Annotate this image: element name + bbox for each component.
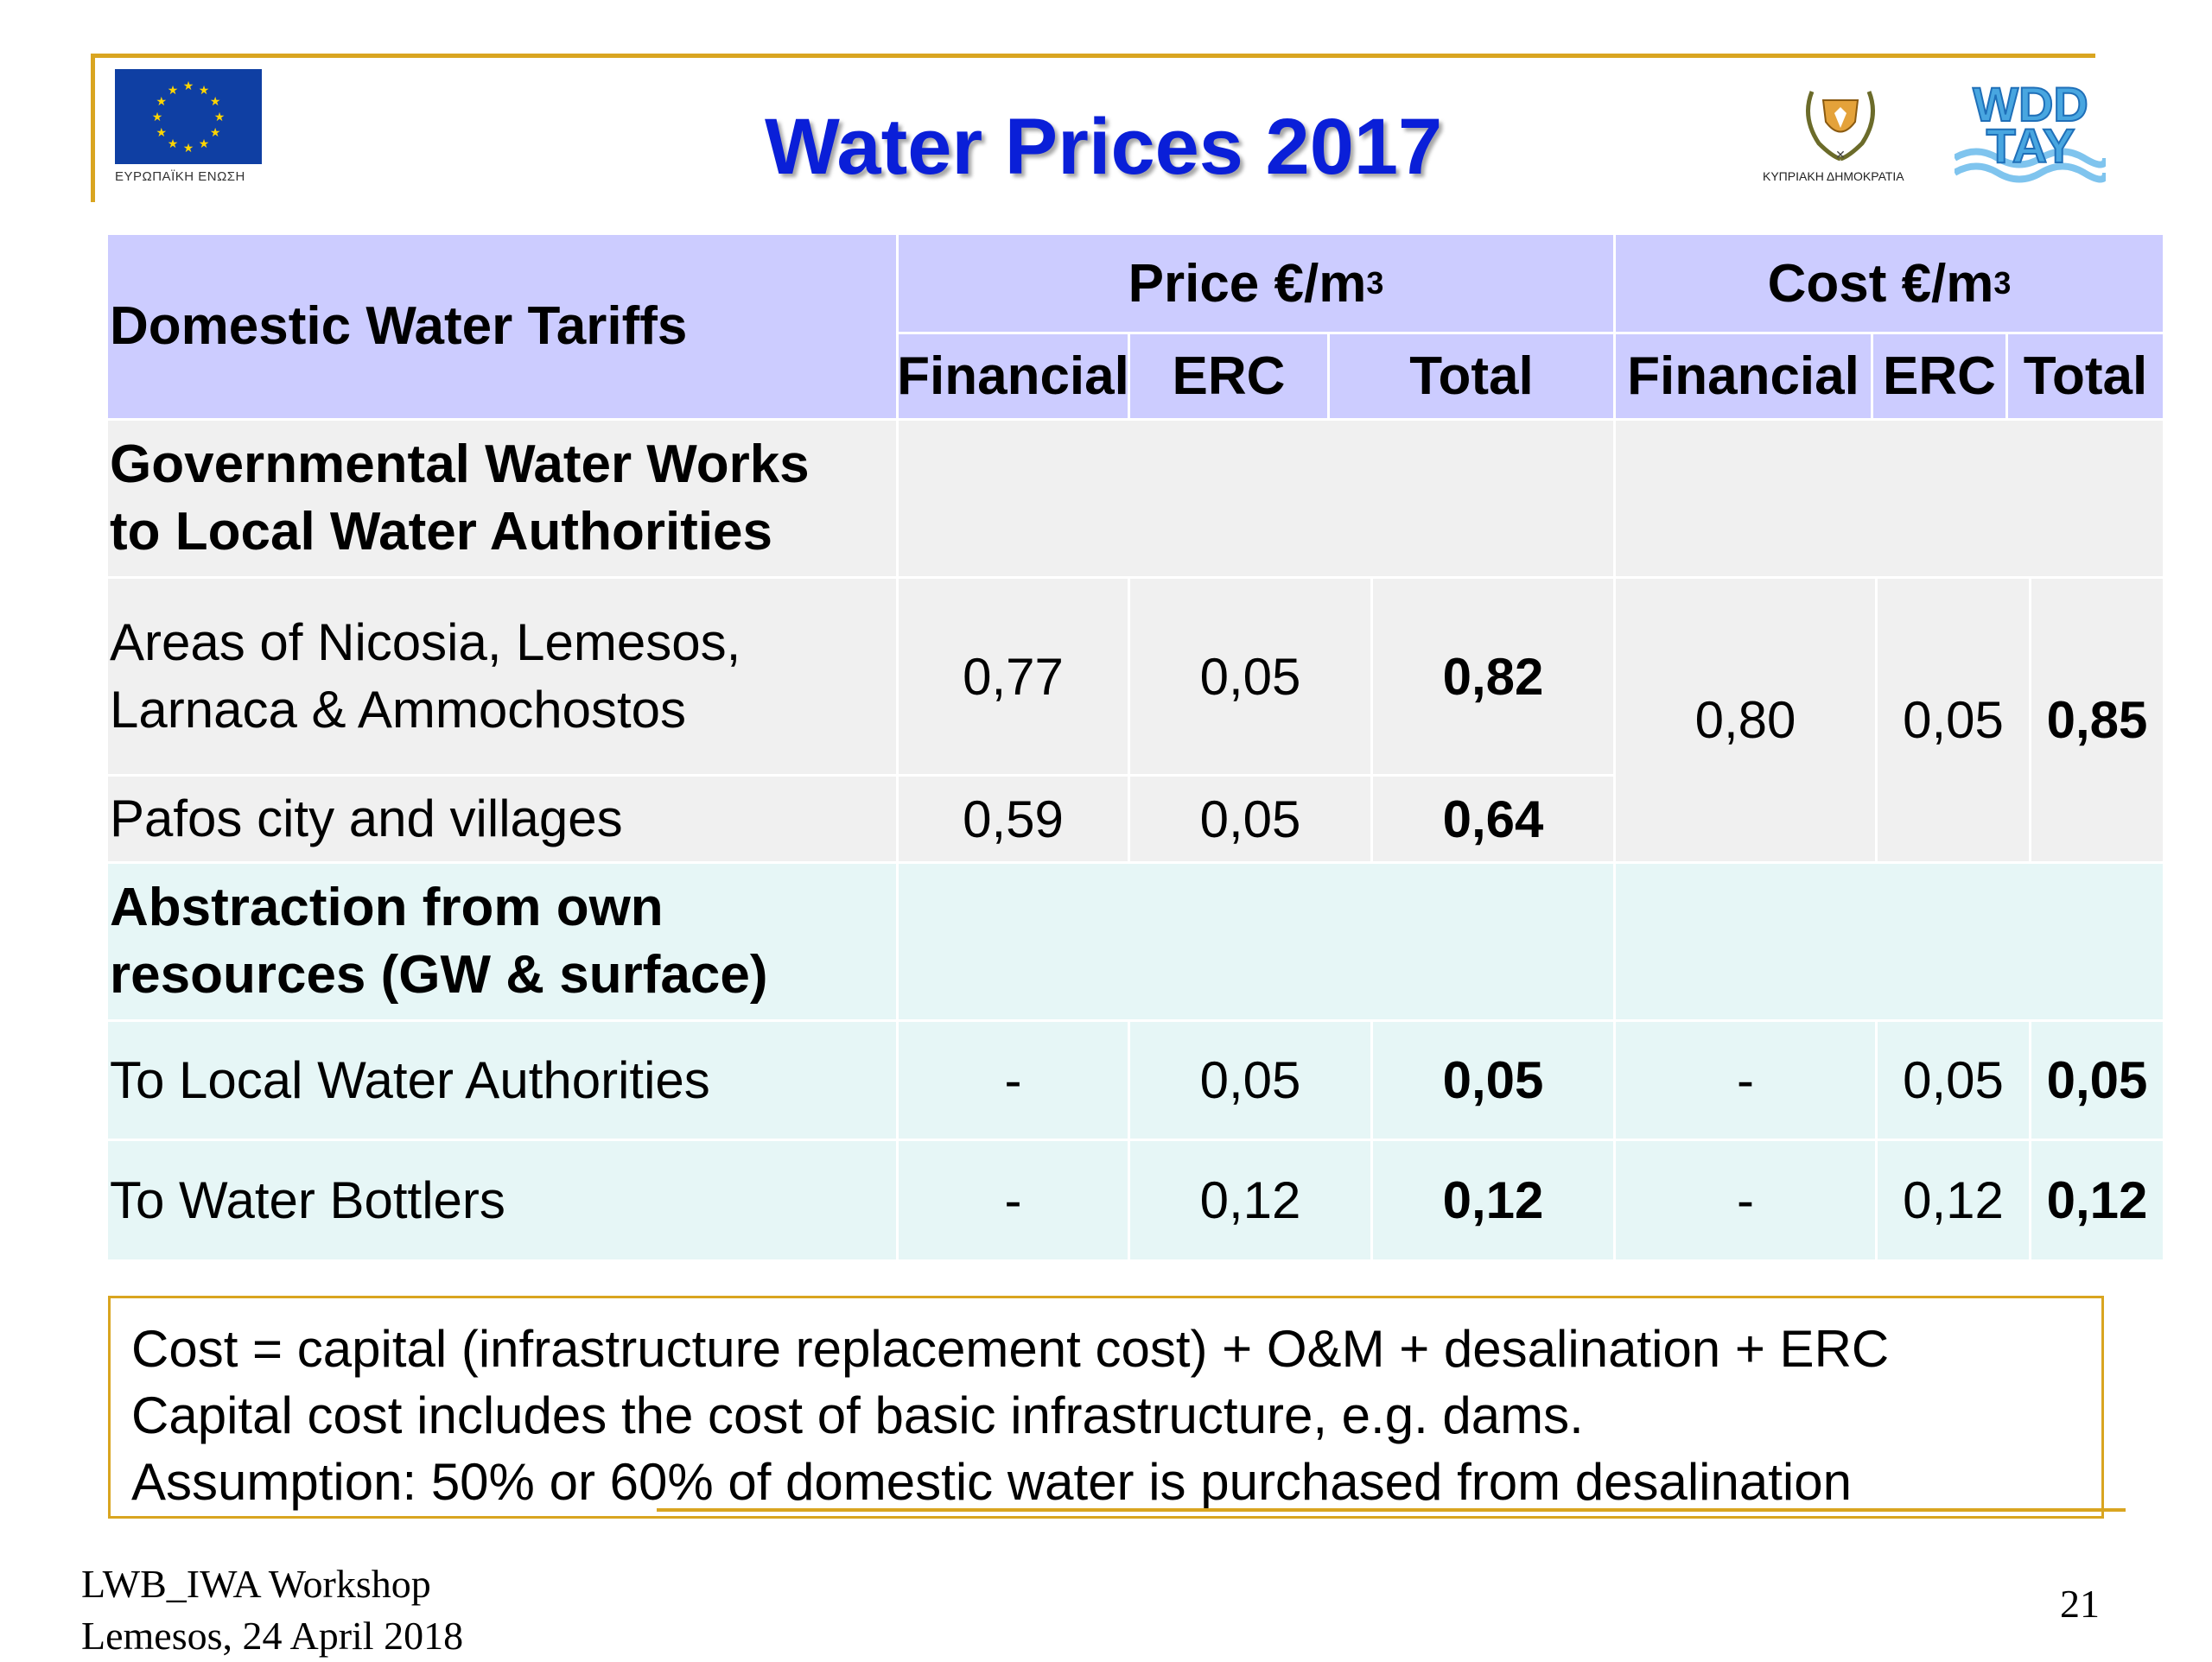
section-title-line: Governmental Water Works xyxy=(110,435,810,494)
row-label-nicosia: Areas of Nicosia, Lemesos, Larnaca & Ammo… xyxy=(108,579,896,774)
svg-text:✕: ✕ xyxy=(1835,149,1846,162)
cost-unit-exponent: 3 xyxy=(1993,265,2012,301)
price-group-header: Price €/m 3 xyxy=(899,235,1613,332)
footer-place-date: Lemesos, 24 April 2018 xyxy=(81,1614,464,1658)
section-title-line: to Local Water Authorities xyxy=(110,502,773,561)
eu-star-icon: ★ xyxy=(183,142,194,155)
value-cell: 0,12 xyxy=(1130,1141,1370,1259)
eu-star-icon: ★ xyxy=(152,111,163,124)
sub-header: Financial xyxy=(897,334,1129,418)
sub-header: ERC xyxy=(1130,334,1327,418)
row-label-line: Areas of Nicosia, Lemesos, xyxy=(110,613,741,671)
value-cell: 0,12 xyxy=(1373,1141,1613,1259)
eu-star-icon: ★ xyxy=(156,95,168,109)
eu-star-icon: ★ xyxy=(214,111,226,124)
footer-event-info: LWB_IWA Workshop Lemesos, 24 April 2018 xyxy=(81,1558,463,1662)
cost-cell-shared: 0,80 xyxy=(1616,579,1875,861)
header-top-rule xyxy=(91,54,2095,58)
value-cell: 0,05 xyxy=(1130,1022,1370,1139)
price-cell: 0,64 xyxy=(1373,777,1613,861)
row-label-pafos: Pafos city and villages xyxy=(108,777,896,861)
footnote-line: Cost = capital (infrastructure replaceme… xyxy=(131,1320,1890,1378)
value-cell: - xyxy=(1616,1022,1875,1139)
section-spacer xyxy=(899,421,1613,576)
wdd-logo-text-bottom: TAY xyxy=(1986,118,2075,173)
value-cell: 0,05 xyxy=(1373,1022,1613,1139)
eu-star-icon: ★ xyxy=(183,79,194,93)
cost-group-label: Cost €/m xyxy=(1767,253,1994,314)
sub-header: Total xyxy=(1330,334,1613,418)
value-cell: 0,12 xyxy=(1878,1141,2029,1259)
wdd-waves-icon: WDD TAY xyxy=(1952,76,2109,183)
section-title-governmental: Governmental Water Works to Local Water A… xyxy=(108,421,896,576)
section-spacer xyxy=(899,864,1613,1019)
eu-star-icon: ★ xyxy=(199,84,210,98)
value-cell: 0,12 xyxy=(2031,1141,2163,1259)
footnote-line: Capital cost includes the cost of basic … xyxy=(131,1386,1584,1444)
row-label-row3: To Local Water Authorities xyxy=(108,1022,896,1139)
eu-star-icon: ★ xyxy=(210,126,221,140)
price-cell: 0,82 xyxy=(1373,579,1613,774)
row-label-row4: To Water Bottlers xyxy=(108,1141,896,1259)
page-number: 21 xyxy=(2060,1582,2100,1626)
cost-group-header: Cost €/m 3 xyxy=(1616,235,2163,332)
row-label-line: Larnaca & Ammochostos xyxy=(110,681,687,739)
price-cell: 0,59 xyxy=(899,777,1128,861)
section-title-line: resources (GW & surface) xyxy=(110,945,768,1005)
section-title-line: Abstraction from own xyxy=(110,878,664,937)
cost-cell-shared: 0,05 xyxy=(1878,579,2029,861)
page-title: Water Prices 2017 xyxy=(765,103,1443,191)
footnote-line: Assumption: 50% or 60% of domestic water… xyxy=(131,1453,1852,1511)
eu-caption: ΕΥΡΩΠΑΪΚΗ ΕΝΩΣΗ xyxy=(115,169,245,184)
value-cell: 0,05 xyxy=(1878,1022,2029,1139)
eu-star-icon: ★ xyxy=(210,95,221,109)
section-spacer xyxy=(1616,864,2163,1019)
price-unit-exponent: 3 xyxy=(1366,265,1384,301)
value-cell: 0,05 xyxy=(2031,1022,2163,1139)
eu-star-icon: ★ xyxy=(168,137,179,151)
price-cell: 0,05 xyxy=(1130,579,1370,774)
cyprus-emblem-logo: ✕ xyxy=(1793,74,1888,165)
footnote-box: Cost = capital (infrastructure replaceme… xyxy=(108,1296,2104,1519)
cost-cell-shared: 0,85 xyxy=(2031,579,2163,861)
price-group-label: Price €/m xyxy=(1128,253,1367,314)
dove-emblem-icon: ✕ xyxy=(1806,91,1875,162)
sub-header: Total xyxy=(2008,334,2163,418)
eu-star-icon: ★ xyxy=(168,84,179,98)
footer-event: LWB_IWA Workshop xyxy=(81,1562,431,1606)
eu-star-icon: ★ xyxy=(156,126,168,140)
wdd-logo: WDD TAY xyxy=(1952,76,2109,188)
sub-header: Financial xyxy=(1616,334,1871,418)
value-cell: - xyxy=(1616,1141,1875,1259)
corner-header: Domestic Water Tariffs xyxy=(108,235,896,418)
section-spacer xyxy=(1616,421,2163,576)
value-cell: - xyxy=(899,1022,1128,1139)
eu-flag-logo: ★ ★ ★ ★ ★ ★ ★ ★ ★ ★ ★ ★ xyxy=(115,69,262,164)
eu-star-icon: ★ xyxy=(199,137,210,151)
price-cell: 0,05 xyxy=(1130,777,1370,861)
cyprus-caption: ΚΥΠΡΙΑΚΗ ΔΗΜΟΚΡΑΤΙΑ xyxy=(1763,169,1904,183)
sub-header: ERC xyxy=(1873,334,2005,418)
section-title-abstraction: Abstraction from own resources (GW & surf… xyxy=(108,864,896,1019)
eu-flag-icon: ★ ★★★★★★★★★★★ xyxy=(115,69,262,164)
header-left-rule xyxy=(91,54,95,202)
wdd-logo-text-top: WDD xyxy=(1973,77,2088,131)
bottom-rule xyxy=(657,1508,2126,1512)
value-cell: - xyxy=(899,1141,1128,1259)
price-cell: 0,77 xyxy=(899,579,1128,774)
